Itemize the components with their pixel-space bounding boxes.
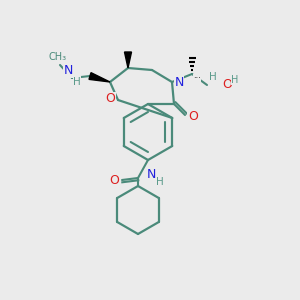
Polygon shape (124, 52, 131, 68)
Text: O: O (188, 110, 198, 124)
Text: O: O (109, 175, 119, 188)
Polygon shape (89, 73, 110, 82)
Text: H: H (231, 75, 239, 85)
Text: N: N (146, 167, 156, 181)
Text: ···: ··· (193, 74, 201, 83)
Text: N: N (174, 76, 184, 88)
Text: H: H (209, 72, 217, 82)
Text: O: O (222, 79, 232, 92)
Text: N: N (63, 64, 73, 77)
Text: H: H (73, 77, 81, 87)
Text: O: O (105, 92, 115, 106)
Text: H: H (156, 177, 164, 187)
Text: CH₃: CH₃ (49, 52, 67, 62)
